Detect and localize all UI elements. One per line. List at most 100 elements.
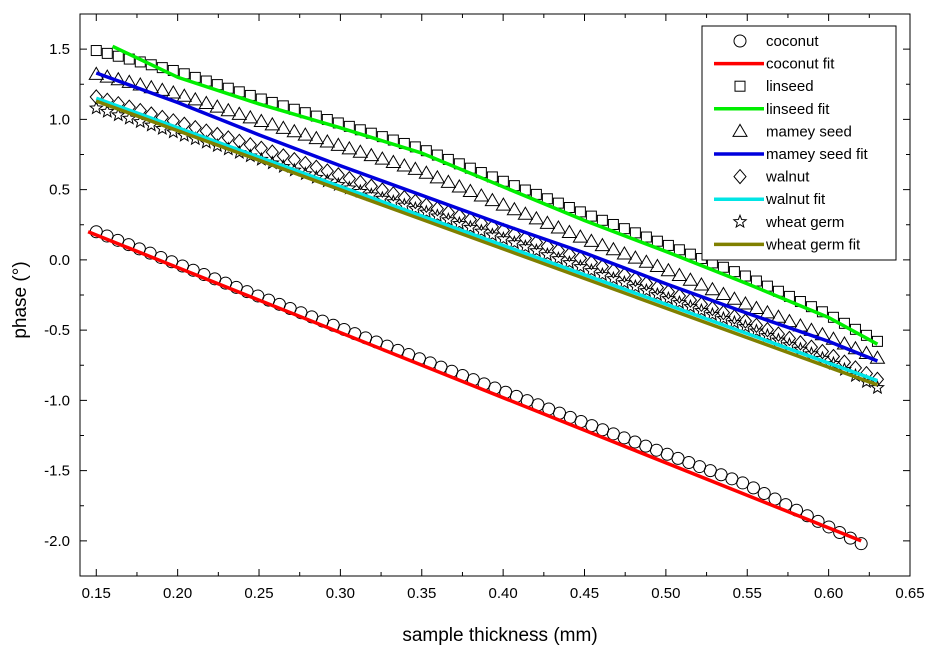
legend-label: coconut <box>766 33 819 50</box>
data-point <box>451 178 468 193</box>
legend-label: wheat germ <box>765 214 844 231</box>
data-point <box>242 109 259 124</box>
data-point <box>506 201 523 216</box>
data-point <box>506 234 522 250</box>
data-point <box>715 286 732 301</box>
x-tick-label: 0.65 <box>895 585 924 602</box>
x-tick-label: 0.25 <box>244 585 273 602</box>
data-point <box>759 327 775 343</box>
data-point <box>736 476 750 490</box>
data-point <box>584 254 599 271</box>
data-point <box>396 157 413 172</box>
data-point <box>561 224 578 239</box>
data-point <box>90 45 102 57</box>
data-point <box>605 270 621 286</box>
data-point <box>551 242 566 259</box>
data-point <box>298 155 312 172</box>
y-tick-label: 0.5 <box>49 182 70 199</box>
data-point <box>496 222 511 239</box>
data-point <box>407 200 423 216</box>
data-point <box>342 170 356 187</box>
data-point <box>518 230 533 247</box>
data-point <box>418 165 435 179</box>
y-tick-label: -0.5 <box>44 322 70 339</box>
data-point <box>264 116 281 131</box>
data-point <box>628 271 643 287</box>
data-point <box>430 201 445 217</box>
data-point <box>704 281 721 296</box>
data-point <box>165 85 182 99</box>
data-point <box>833 526 847 540</box>
data-point <box>662 239 674 251</box>
data-point <box>660 290 676 306</box>
x-axis-title: sample thickness (mm) <box>402 625 597 646</box>
data-point <box>717 261 729 273</box>
data-point <box>605 241 622 256</box>
legend-label: linseed <box>766 78 814 95</box>
data-point <box>473 223 489 238</box>
data-point <box>145 59 157 71</box>
data-point <box>110 107 126 122</box>
data-point <box>854 537 868 551</box>
data-point <box>595 258 610 275</box>
x-tick-label: 0.60 <box>814 585 843 602</box>
data-point <box>112 50 124 62</box>
data-point <box>583 262 599 278</box>
data-point <box>429 208 445 223</box>
data-point <box>629 227 641 239</box>
data-point <box>353 174 367 191</box>
data-point <box>473 188 490 202</box>
data-point <box>550 250 566 266</box>
data-point <box>617 267 632 283</box>
data-point <box>616 245 633 260</box>
data-point <box>793 335 808 351</box>
data-point <box>650 279 665 296</box>
ticks-layer: 0.15 0.20 0.25 0.30 0.35 0.40 0.45 0.50 0.55 0.60… <box>44 13 925 602</box>
data-point <box>529 234 544 251</box>
series-line-coconut-fit <box>87 230 862 543</box>
data-point <box>693 277 710 291</box>
data-point <box>441 204 456 221</box>
data-point <box>683 292 698 308</box>
data-point <box>627 278 643 294</box>
data-point <box>385 154 402 169</box>
data-point <box>585 210 597 222</box>
data-point <box>748 300 765 314</box>
data-point <box>484 227 500 242</box>
data-point <box>572 229 589 243</box>
data-point <box>693 302 709 318</box>
data-point <box>198 95 215 109</box>
data-point <box>760 321 775 338</box>
data-point <box>495 230 511 246</box>
data-point <box>451 215 467 231</box>
data-point <box>550 219 567 234</box>
data-point <box>330 137 347 151</box>
data-point <box>540 238 555 255</box>
data-point <box>848 360 863 376</box>
x-tick-label: 0.15 <box>82 585 111 602</box>
data-point <box>462 183 479 197</box>
data-point <box>618 223 630 235</box>
data-point <box>363 147 380 162</box>
data-point <box>562 246 577 263</box>
data-point <box>287 151 301 168</box>
data-point <box>254 140 268 157</box>
data-point <box>649 258 666 272</box>
data-point <box>616 274 632 290</box>
data-point <box>517 238 533 254</box>
series-line-walnut-fit <box>95 96 879 383</box>
data-point <box>639 275 654 292</box>
data-point <box>276 148 290 164</box>
legend-label: wheat germ fit <box>765 236 861 253</box>
data-point <box>297 127 314 141</box>
data-point <box>253 113 270 127</box>
data-point <box>651 235 663 247</box>
data-point <box>539 215 556 229</box>
series-linseed-markers <box>90 45 883 347</box>
data-point <box>89 89 103 105</box>
legend-label: linseed fit <box>766 101 830 118</box>
data-point <box>649 286 665 302</box>
x-tick-label: 0.50 <box>651 585 680 602</box>
data-point <box>187 91 204 106</box>
